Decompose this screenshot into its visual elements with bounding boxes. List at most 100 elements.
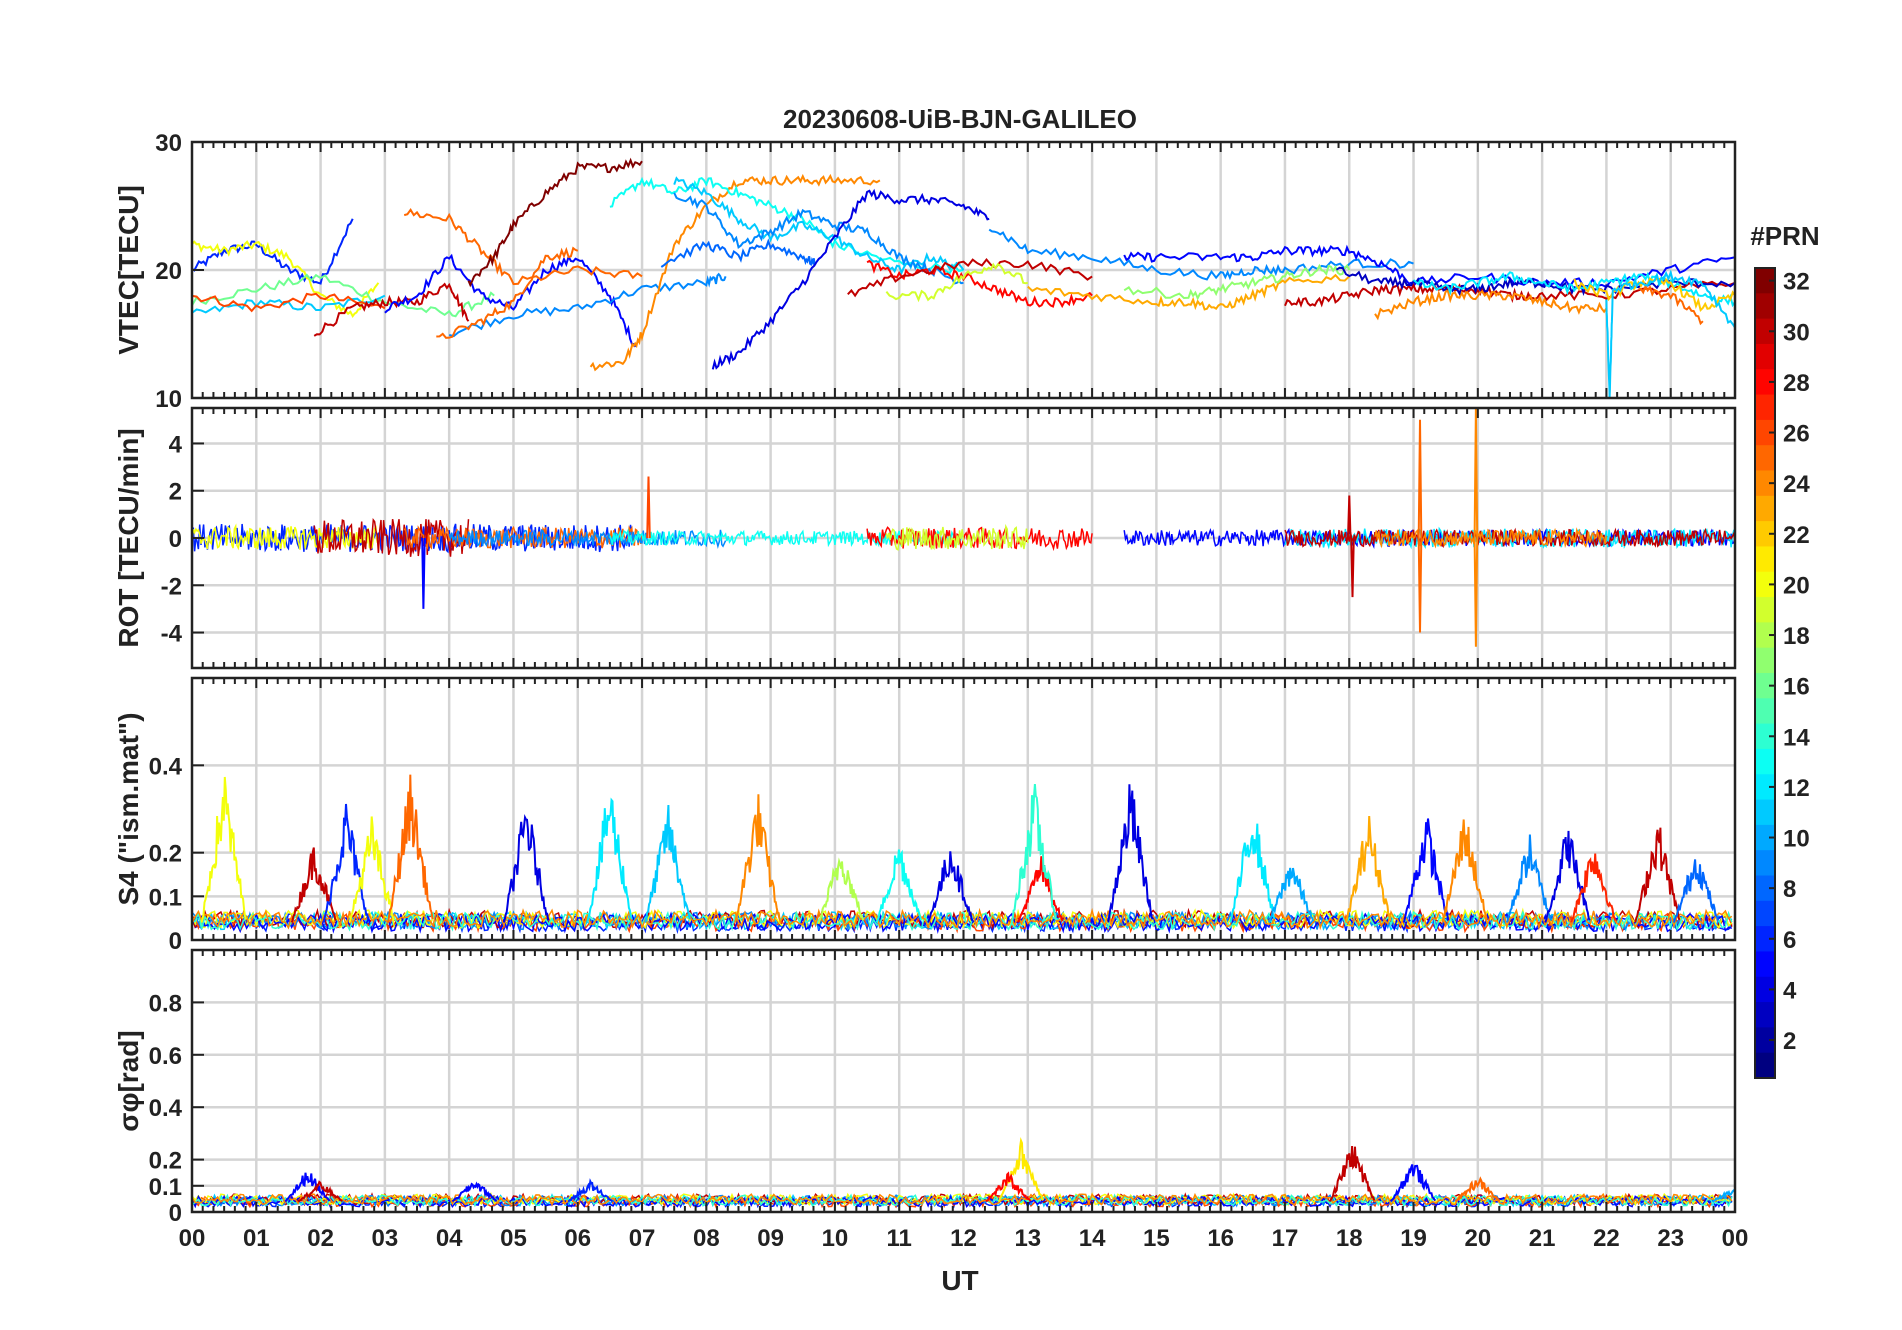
rot-line-prn-30 [1284,527,1735,549]
s4-spike-prn-24 [1441,819,1488,923]
rot-spike-prn-24 [1473,537,1479,647]
y-tick-label: 0.4 [149,1095,183,1122]
y-axis-label: ROT [TECU/min] [113,428,144,647]
x-tick-label: 19 [1400,1225,1427,1252]
vtec-line-prn-25 [1638,284,1704,326]
series-rot [192,408,1735,647]
series-vtec [192,157,1735,398]
grid [192,678,1735,940]
colorbar-tick-label: 18 [1783,623,1810,650]
rot-spike-prn-25 [1417,419,1423,539]
colorbar-label: #PRN [1750,221,1819,251]
x-tick-label: 04 [436,1225,463,1252]
y-tick-label: 30 [155,130,182,157]
panel-vtec: 10 20 30 VTEC[TECU] [113,130,1737,413]
colorbar-swatch [1755,723,1775,750]
vtec-line-prn-17 [1123,263,1351,301]
y-tick-label: 0.6 [149,1043,182,1070]
vtec-line-prn-11 [673,176,965,276]
s4-spike-prn-4 [1544,830,1591,923]
colorbar-tick-label: 8 [1783,876,1796,903]
colorbar-swatch [1755,850,1775,877]
vtec-line-prn-26 [192,292,386,313]
rot-spike-prn-30 [1350,537,1355,598]
s4-spike-prn-25 [387,774,434,923]
x-tick-label: 01 [243,1225,270,1252]
colorbar-swatch [1755,622,1775,649]
s4-baseline-prn-14 [192,910,1733,932]
s4-spike-prn-4 [1107,784,1154,923]
x-tick-label: 09 [757,1225,784,1252]
y-axis-label: σφ[rad] [113,1030,144,1131]
vtec-line-prn-30 [847,258,1093,298]
colorbar-tick-label: 32 [1783,269,1810,296]
rot-line-prn-30 [313,517,470,557]
colorbar-tick-label: 28 [1783,370,1810,397]
x-tick-label: 12 [950,1225,977,1252]
colorbar-swatch [1755,571,1775,598]
axes: -4 -2 0 2 4 [161,406,1737,670]
series-s4 [192,774,1733,935]
colorbar-swatch [1755,976,1775,1003]
x-tick-label: 15 [1143,1225,1170,1252]
x-tick-label: 18 [1336,1225,1363,1252]
y-tick-label: 0.4 [149,753,183,780]
vtec-line-prn-16 [192,273,495,318]
y-axis-label: S4 ("ism.mat") [113,712,144,905]
s4-spike-prn-24 [734,794,781,923]
y-tick-label: 10 [155,386,182,413]
vtec-line-prn-24 [589,173,881,372]
series-sigma_phi [192,1136,1735,1209]
vtec-line-prn-8 [660,238,817,268]
colorbar-tick-label: 16 [1783,674,1810,701]
s4-spike-prn-27 [1570,853,1617,923]
x-axis-label: UT [941,1265,978,1296]
y-tick-label: 0.2 [149,1148,182,1175]
colorbar-swatch [1755,445,1775,472]
sigma_phi-spike-prn-5 [1390,1164,1437,1203]
rot-spike-prn-5 [421,537,426,609]
sigma_phi-spike-prn-30 [297,1180,343,1203]
s4-spike-prn-4 [927,851,974,923]
colorbar-swatch [1755,1027,1775,1054]
chart-title: 20230608-UiB-BJN-GALILEO [783,104,1137,134]
x-tick-label: 11 [887,1225,912,1252]
rot-line-prn-24 [1374,527,1608,549]
s4-spike-prn-5 [1402,818,1450,923]
x-tick-label: 21 [1529,1225,1556,1252]
colorbar-swatch [1755,293,1775,320]
colorbar-tick-label: 14 [1783,724,1810,751]
colorbar-swatch [1755,369,1775,396]
colorbar-swatch [1755,926,1775,953]
colorbar-swatch [1755,824,1775,851]
s4-spike-prn-13 [875,849,923,923]
s4-spike-prn-9 [1505,834,1553,923]
colorbar-tick-label: 26 [1783,421,1810,448]
s4-spike-prn-14 [1010,784,1058,923]
s4-spike-prn-10 [1267,867,1315,923]
axes: 00.10.2 0.4 0.6 0.8 [149,948,1737,1227]
vtec-line-prn-3 [1335,266,1735,296]
s4-spike-prn-12 [1229,823,1276,923]
vtec-line-prn-32 [467,157,643,288]
vtec-line-prn-24 [1374,289,1608,321]
s4-spike-prn-4 [502,814,550,923]
panel-sigma_phi: 00.10.2 0.4 0.6 0.8σφ[rad] [113,948,1737,1227]
sigma_phi-spike-prn-28 [985,1171,1032,1203]
y-tick-label: -4 [161,621,183,648]
y-tick-label: 2 [169,479,182,506]
axes: 10 20 30 [155,130,1737,413]
y-tick-label: 0.2 [149,841,182,868]
rot-line-prn-19 [885,523,1029,551]
axes-frame [190,948,1737,1214]
colorbar-swatch [1755,647,1775,674]
colorbar-tick-label: 2 [1783,1028,1796,1055]
rot-line-prn-20 [192,523,378,551]
x-tick-label: 13 [1014,1225,1041,1252]
rot-line-prn-28 [866,526,1093,552]
colorbar-tick-label: 12 [1783,775,1810,802]
vtec-line-prn-25 [436,246,579,339]
x-tick-labels: 00 01 02 03 04 05 06 07 08 09 10 11 12 13 14 15 16 17 18 19… [179,1225,1749,1252]
y-tick-label: 0.8 [149,990,182,1017]
